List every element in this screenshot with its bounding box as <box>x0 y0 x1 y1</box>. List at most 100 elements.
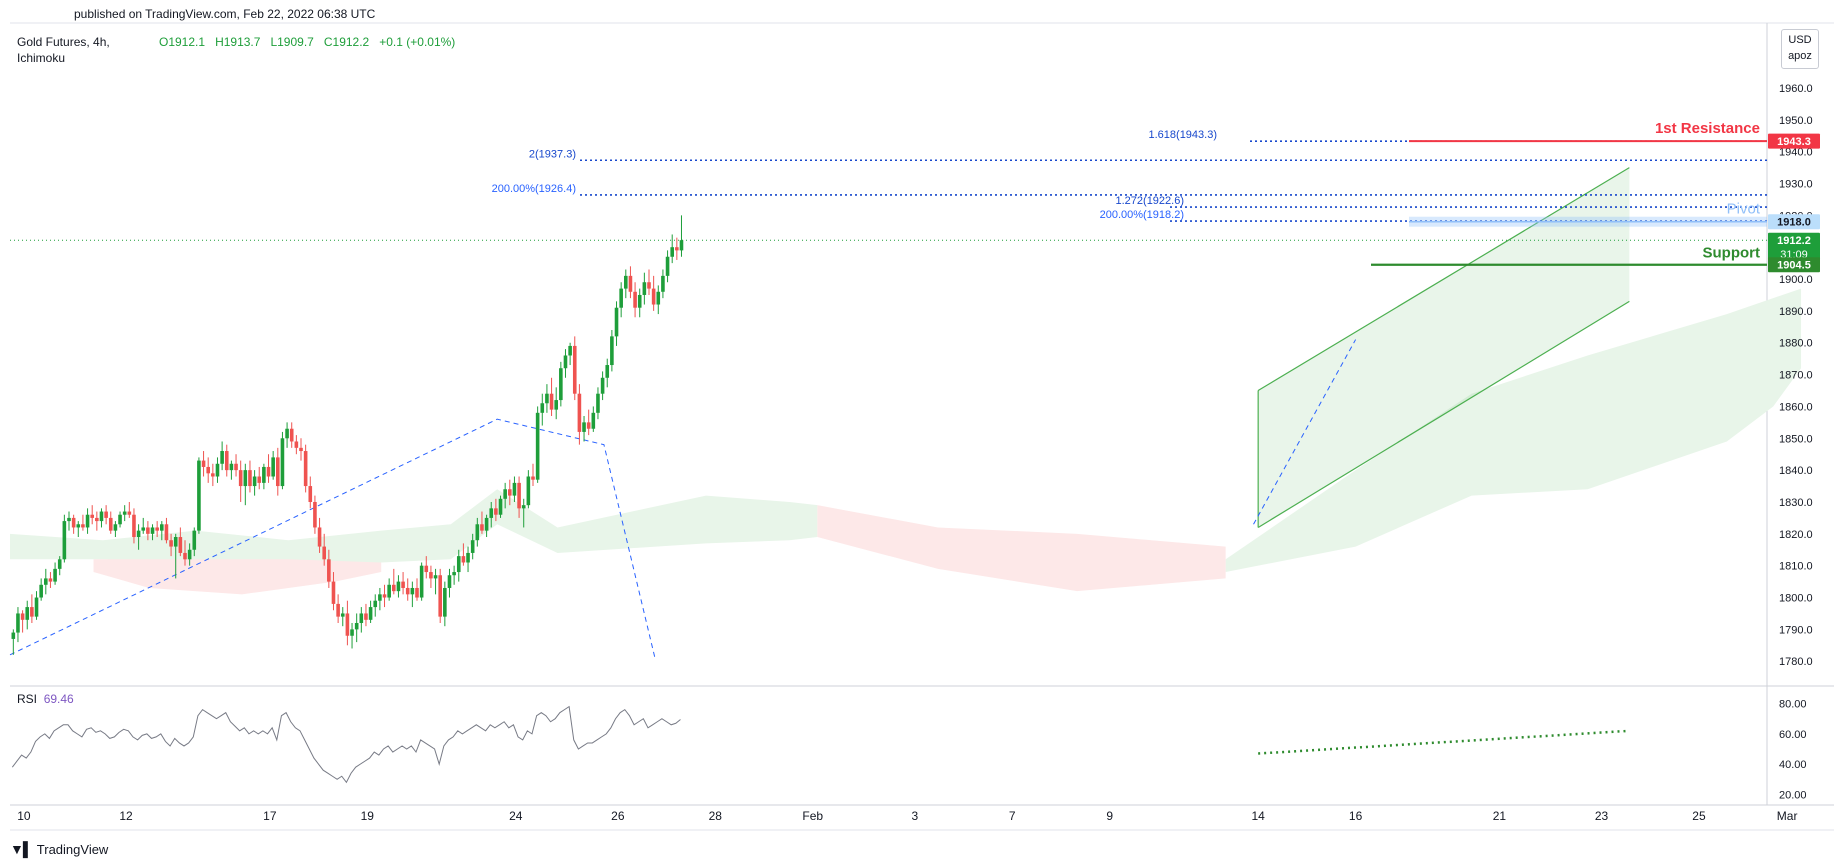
footer-brand[interactable]: ▼▌ TradingView <box>10 840 108 858</box>
candle-body <box>238 470 243 487</box>
candle <box>410 581 415 608</box>
candle-body <box>665 256 670 276</box>
candle-body <box>197 460 201 531</box>
candle <box>637 288 642 318</box>
candle-body <box>76 524 81 528</box>
candle <box>243 463 248 506</box>
candle-body <box>637 294 642 308</box>
candle <box>679 215 684 257</box>
time-tick-label: 24 <box>509 809 523 823</box>
candle <box>215 457 220 483</box>
support-label: Support <box>1703 245 1761 262</box>
candle-body <box>531 476 535 480</box>
price-tick-label: 1890.0 <box>1779 306 1813 318</box>
rsi-legend: RSI 69.46 <box>17 692 74 706</box>
price-tick-label: 1790.0 <box>1779 624 1813 636</box>
candle <box>350 623 354 649</box>
price-tick-label: 1840.0 <box>1779 465 1813 477</box>
candle <box>433 568 438 595</box>
candle <box>331 572 336 611</box>
candle <box>197 457 201 534</box>
candle <box>303 444 308 493</box>
currency-box[interactable]: USD apoz <box>1781 29 1819 69</box>
publish-text: published on TradingView.com, Feb 22, 20… <box>74 7 376 21</box>
candle-body <box>108 517 113 531</box>
candle-body <box>252 476 257 487</box>
time-tick-label: 16 <box>1349 809 1363 823</box>
support-tag-bg <box>1768 257 1820 273</box>
candle-body <box>99 511 104 522</box>
candle-body <box>113 524 118 531</box>
candle <box>591 406 596 432</box>
candle-body <box>498 498 503 515</box>
candle <box>475 517 480 547</box>
channel-upper-line <box>1257 167 1630 392</box>
candle <box>610 330 614 372</box>
candle-body <box>605 365 610 378</box>
candle <box>313 495 317 534</box>
candle-body <box>67 517 71 522</box>
candle <box>480 511 484 534</box>
indicator-label[interactable]: Ichimoku <box>17 51 65 65</box>
candle-body <box>104 511 108 518</box>
candle <box>359 607 364 633</box>
candle-body <box>187 549 192 560</box>
time-tick-label: 12 <box>119 809 133 823</box>
candle-body <box>656 291 661 305</box>
candle <box>628 266 633 299</box>
candle-body <box>220 451 224 464</box>
rsi-tick-label: 20.00 <box>1779 789 1807 801</box>
symbol-label[interactable]: Gold Futures, 4h, <box>17 35 110 49</box>
candle-body <box>382 594 387 598</box>
candle-body <box>466 552 470 563</box>
candle-body <box>350 629 354 636</box>
candle <box>248 460 252 493</box>
candle-body <box>401 581 405 588</box>
candle-body <box>521 505 526 509</box>
candle-body <box>633 291 637 308</box>
candle-body <box>127 511 132 515</box>
candle <box>11 629 16 655</box>
candle <box>211 463 215 487</box>
candle <box>470 533 475 560</box>
candle <box>229 460 234 480</box>
candle <box>378 587 382 611</box>
candle-body <box>81 524 85 528</box>
candle <box>503 482 507 509</box>
candle-body <box>136 530 141 538</box>
candle-body <box>433 575 438 579</box>
candle <box>141 517 146 534</box>
candle <box>81 514 85 531</box>
candle <box>234 454 238 477</box>
last-price-tag-text: 1912.2 <box>1777 235 1811 247</box>
candle <box>568 342 572 366</box>
candle <box>187 543 192 566</box>
candle-body <box>276 457 280 487</box>
candle <box>429 565 433 588</box>
candle <box>424 556 429 579</box>
channel-fill <box>1258 167 1630 528</box>
time-tick-label: 14 <box>1251 809 1265 823</box>
candle-body <box>419 565 424 598</box>
cloud-red-0 <box>93 559 382 595</box>
rsi-value: 69.46 <box>43 692 74 706</box>
candle-body <box>415 587 419 598</box>
currency-label: USD <box>1788 34 1812 46</box>
candle-body <box>456 556 461 573</box>
time-tick-label: 10 <box>17 809 31 823</box>
candle <box>173 533 178 579</box>
candle-body <box>591 412 596 429</box>
cloud-green-1 <box>1225 288 1802 573</box>
time-tick-label: 19 <box>361 809 375 823</box>
candle <box>392 568 396 595</box>
candle-body <box>410 587 415 595</box>
candle-body <box>494 508 498 515</box>
candle-body <box>229 463 234 471</box>
candle <box>104 505 108 525</box>
high-value: H1913.7 <box>215 35 261 49</box>
candle <box>276 447 280 496</box>
time-tick-label: 9 <box>1106 809 1113 823</box>
candle <box>34 591 39 620</box>
